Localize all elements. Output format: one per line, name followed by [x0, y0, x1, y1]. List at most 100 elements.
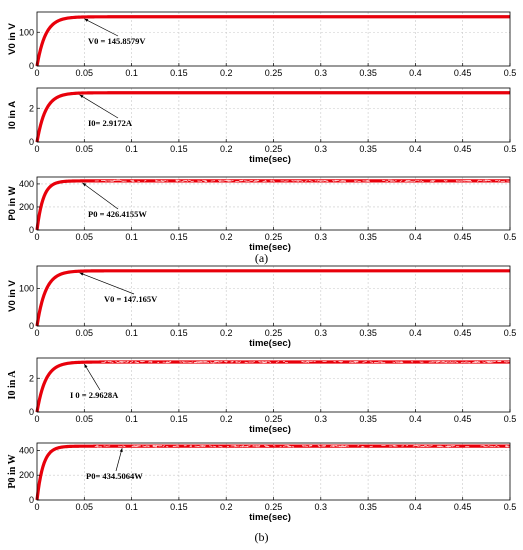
x-tick-label: 0.4 [409, 232, 422, 242]
noise-fleck [484, 360, 489, 363]
x-tick-label: 0.2 [220, 232, 233, 242]
x-tick-label: 0.25 [265, 232, 283, 242]
x-tick-label: 0.15 [170, 68, 188, 78]
noise-fleck [435, 361, 441, 363]
noise-fleck [169, 361, 172, 363]
noise-fleck [245, 180, 248, 182]
series-trace [35, 15, 511, 67]
noise-fleck [419, 180, 423, 182]
x-tick-label: 0.25 [265, 144, 283, 154]
noise-fleck [247, 180, 252, 182]
noise-fleck [187, 179, 192, 182]
x-tick-label: 0.3 [315, 414, 328, 424]
noise-fleck [325, 180, 329, 182]
caption-b: (b) [254, 530, 269, 544]
noise-fleck [126, 360, 130, 363]
noise-fleck [429, 445, 433, 447]
noise-fleck [444, 361, 448, 364]
x-tick-label: 0 [34, 232, 39, 242]
noise-fleck [285, 445, 289, 447]
x-tick-label: 0 [34, 144, 39, 154]
noise-fleck [330, 445, 333, 447]
panel-b-3: 0 0.05 0.1 0.15 0.2 0.25 0.3 0.35 0.4 0.45 0.5 0 200… [7, 442, 516, 523]
noise-fleck [212, 445, 217, 448]
noise-fleck [449, 361, 453, 364]
x-tick-label: 0.35 [359, 68, 377, 78]
annotation-arrowhead [79, 272, 84, 276]
noise-fleck [129, 360, 134, 364]
x-tick-label: 0.5 [504, 68, 517, 78]
noise-fleck [107, 360, 112, 363]
x-tick-label: 0.3 [315, 502, 328, 512]
noise-fleck [443, 180, 447, 182]
noise-fleck [246, 445, 251, 447]
annotation-arrowhead [84, 18, 89, 22]
noise-fleck [446, 361, 451, 363]
noise-fleck [189, 445, 192, 448]
noise-fleck [489, 179, 492, 182]
x-tick-label: 0.35 [359, 232, 377, 242]
noise-fleck [224, 361, 228, 363]
annotation-arrowhead [79, 94, 84, 99]
x-tick-label: 0 [34, 328, 39, 338]
noise-fleck [175, 180, 179, 182]
y-tick-label: 200 [19, 470, 34, 480]
noise-fleck [269, 180, 272, 182]
noise-fleck [115, 360, 118, 363]
x-tick-label: 0.3 [315, 68, 328, 78]
x-tick-label: 0.35 [359, 502, 377, 512]
noise-fleck [354, 361, 357, 364]
x-tick-label: 0.5 [504, 414, 517, 424]
noise-fleck [362, 360, 367, 363]
noise-fleck [218, 445, 223, 448]
y-tick-label: 400 [19, 445, 34, 455]
noise-fleck [332, 180, 335, 182]
noise-fleck [412, 445, 416, 447]
noise-fleck [432, 361, 436, 363]
noise-fleck [478, 179, 483, 182]
x-tick-label: 0.2 [220, 328, 233, 338]
noise-fleck [272, 180, 276, 182]
x-tick-label: 0.1 [125, 68, 138, 78]
noise-fleck [301, 360, 304, 363]
y-tick-label: 0 [29, 137, 34, 147]
annotation-arrow [82, 182, 119, 210]
noise-fleck [132, 445, 136, 447]
panel-a-2: 0 0.05 0.1 0.15 0.2 0.25 0.3 0.35 0.4 0.45 0.5 0 2 ti… [7, 87, 517, 165]
x-tick-label: 0.5 [504, 144, 517, 154]
x-tick-label: 0.5 [504, 328, 517, 338]
noise-fleck [413, 179, 417, 183]
y-tick-label: 0 [29, 407, 34, 417]
noise-fleck [244, 361, 248, 364]
x-tick-label: 0.15 [170, 502, 188, 512]
x-tick-label: 0.1 [125, 232, 138, 242]
noise-fleck [369, 361, 374, 363]
y-tick-label: 100 [19, 27, 34, 37]
noise-fleck [134, 361, 139, 364]
noise-fleck [209, 361, 213, 364]
panel-a-1: 0 0.05 0.1 0.15 0.2 0.25 0.3 0.35 0.4 0.45 0.5 0 100… [7, 11, 517, 78]
noise-fleck [241, 445, 245, 448]
noise-fleck [308, 179, 313, 182]
noise-fleck [399, 361, 402, 363]
x-tick-label: 0.4 [409, 68, 422, 78]
noise-fleck [235, 361, 238, 363]
x-tick-label: 0.2 [220, 414, 233, 424]
annotation-arrowhead [119, 448, 123, 453]
noise-fleck [451, 445, 455, 447]
noise-fleck [239, 445, 245, 447]
noise-fleck [252, 361, 255, 363]
noise-fleck [316, 179, 319, 182]
annotation-label: I0= 2.9172A [88, 118, 133, 128]
noise-fleck [218, 361, 223, 363]
x-tick-label: 0.45 [454, 414, 472, 424]
noise-fleck [342, 180, 346, 182]
annotation-arrowhead [84, 364, 88, 368]
annotation-arrow [79, 94, 119, 119]
x-tick-label: 0.15 [170, 144, 188, 154]
annotation-label: P0= 434.5064W [86, 471, 143, 481]
noise-fleck [482, 361, 486, 364]
x-tick-label: 0.2 [220, 68, 233, 78]
noise-fleck [270, 179, 275, 182]
y-axis-label: I0 in A [7, 101, 18, 129]
